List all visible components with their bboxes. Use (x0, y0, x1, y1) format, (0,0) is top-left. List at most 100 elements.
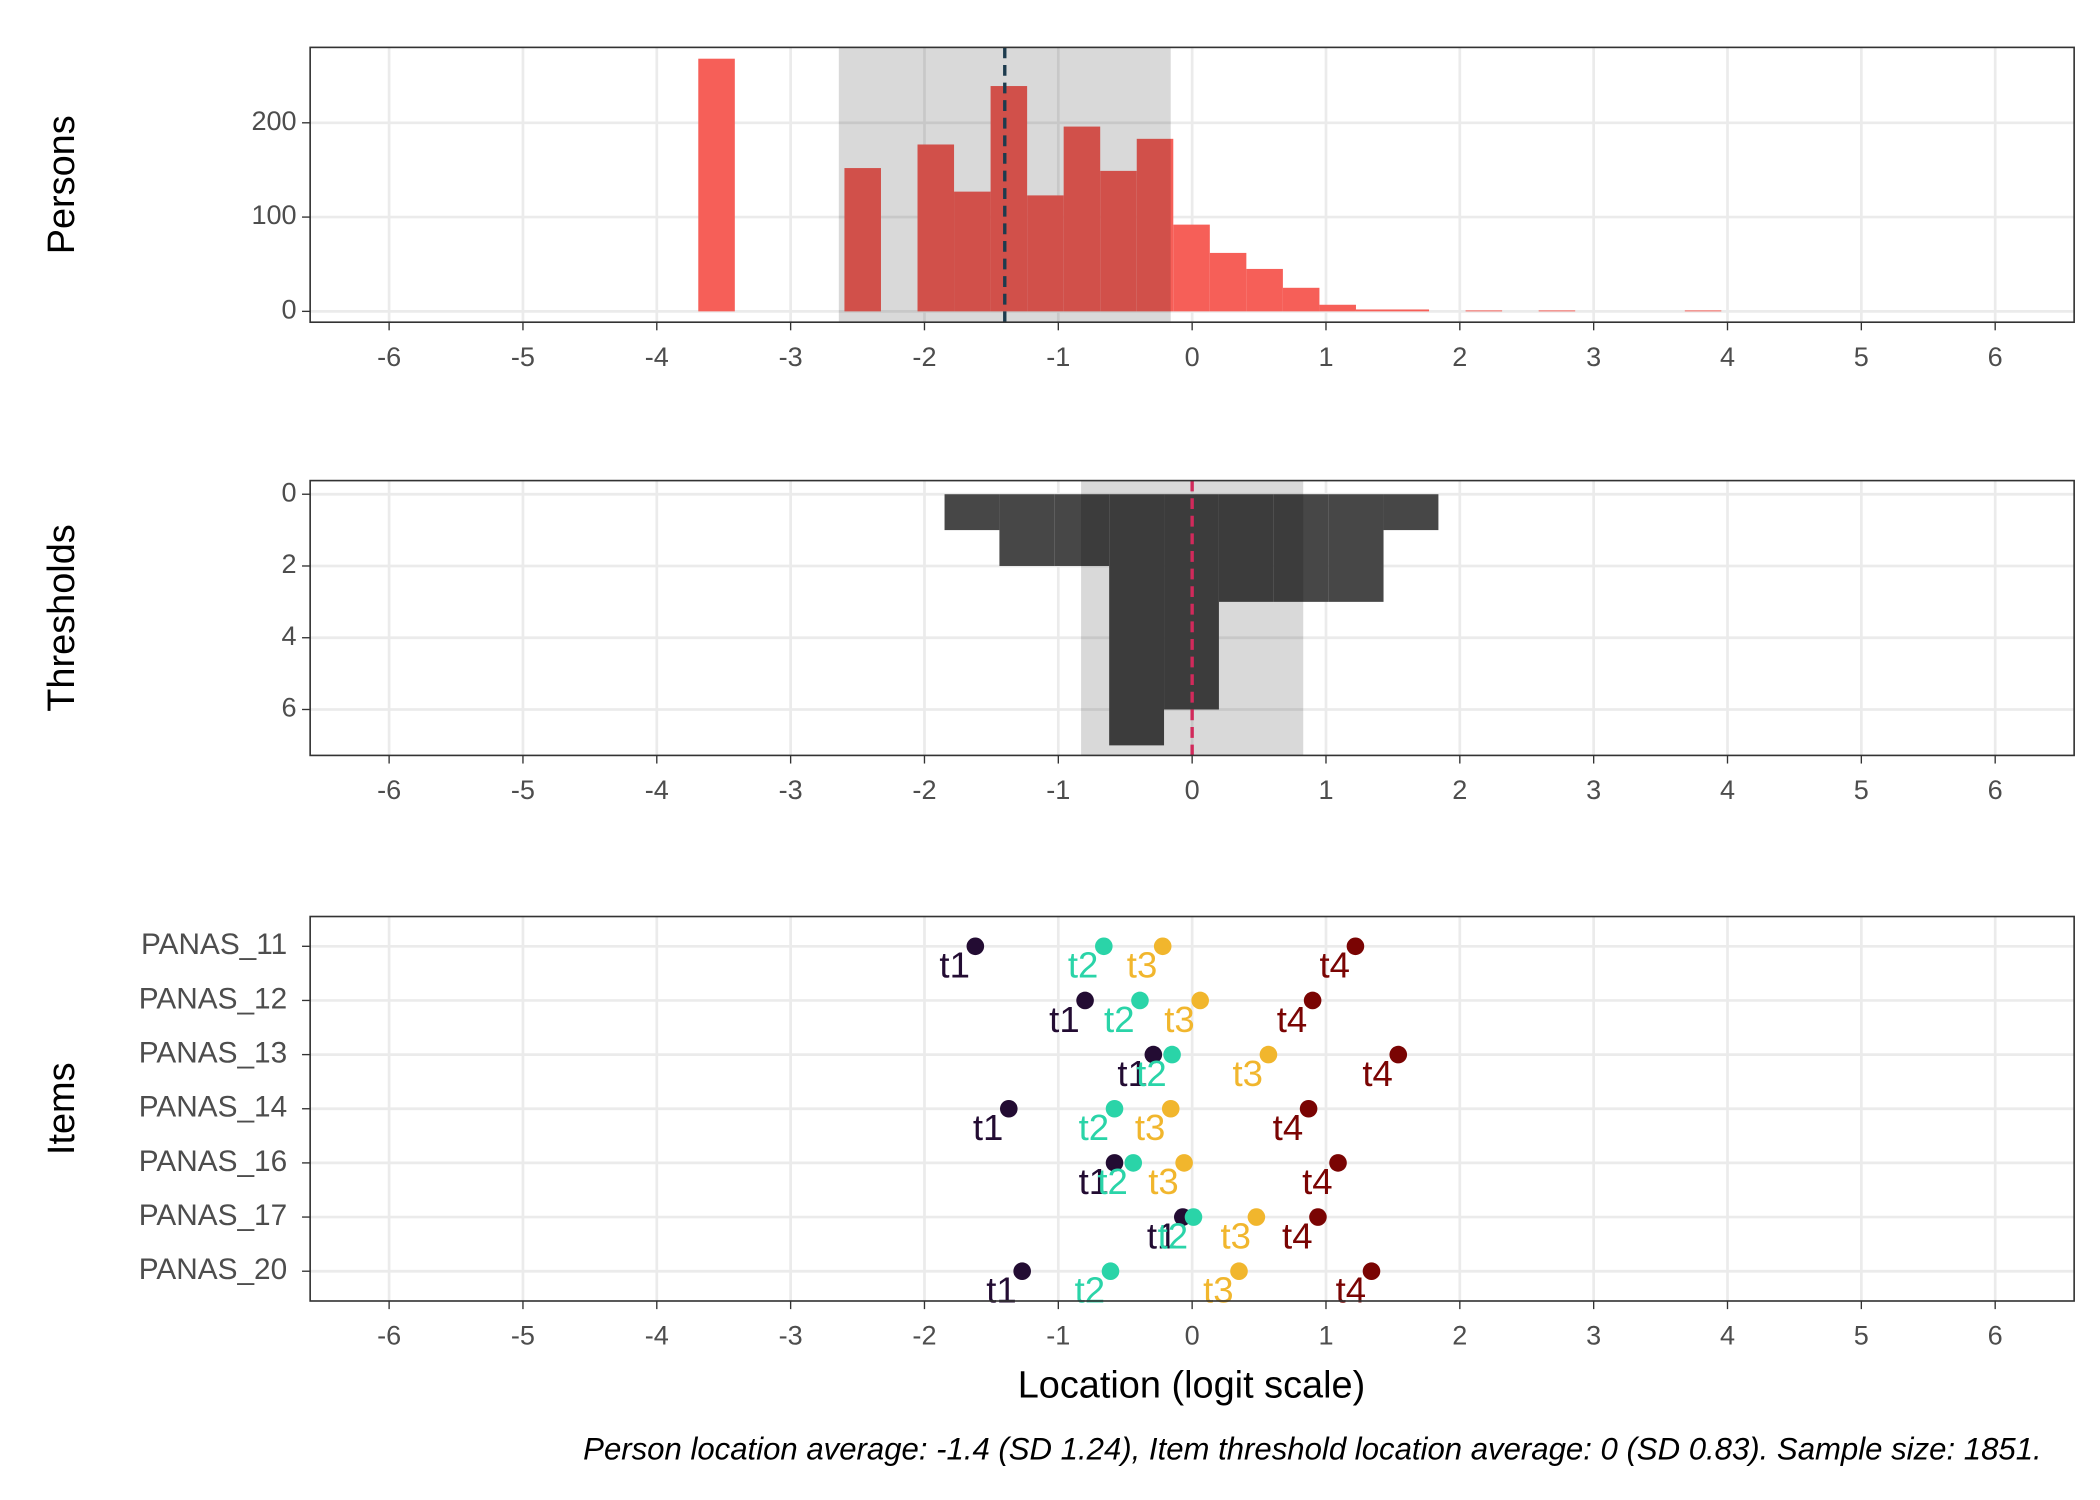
y-tick-label: PANAS_14 (139, 1091, 287, 1124)
x-tick-label: -6 (377, 774, 401, 805)
point-label: t4 (1320, 945, 1350, 986)
bar (990, 86, 1028, 312)
point-label: t1 (986, 1270, 1016, 1311)
point (1161, 1099, 1180, 1118)
bar (954, 191, 991, 312)
bar (1282, 287, 1320, 312)
point-label: t2 (1075, 1270, 1105, 1311)
bar (1054, 494, 1110, 566)
x-tick-label: -2 (912, 774, 936, 805)
point-label: t4 (1282, 1215, 1312, 1256)
bar (1465, 310, 1503, 312)
point (1105, 1154, 1124, 1172)
point (1346, 937, 1365, 956)
x-tick-label: 2 (1452, 774, 1467, 805)
bar (1218, 494, 1274, 602)
x-tick-label: 4 (1720, 341, 1735, 372)
x-tick-label: -6 (377, 1320, 401, 1351)
point (1013, 1262, 1031, 1281)
bar (1246, 268, 1283, 312)
y-axis-title: Persons (41, 115, 83, 254)
point-label: t4 (1273, 1107, 1303, 1148)
point-label: t2 (1158, 1215, 1188, 1256)
x-axis-title: Location (logit scale) (1018, 1365, 1366, 1407)
point-label: t1 (939, 945, 969, 986)
point-label: t1 (1049, 999, 1079, 1040)
x-tick-label: 5 (1854, 774, 1869, 805)
point (1101, 1262, 1120, 1281)
bar (1355, 309, 1393, 312)
point-label: t2 (1104, 999, 1134, 1040)
point-label: t3 (1203, 1270, 1233, 1311)
bar (1684, 310, 1722, 312)
caption: Person location average: -1.4 (SD 1.24),… (583, 1431, 2041, 1466)
point (1299, 1099, 1318, 1118)
point (1124, 1154, 1143, 1172)
point-label: t3 (1135, 1107, 1165, 1148)
point (1362, 1262, 1381, 1281)
y-tick-label: PANAS_11 (141, 928, 287, 961)
bar (999, 494, 1055, 566)
y-tick-label: PANAS_17 (139, 1199, 287, 1232)
bar (1328, 494, 1384, 602)
y-axis-title: Thresholds (41, 524, 83, 711)
point (1329, 1154, 1347, 1172)
point-label: t1 (1147, 1215, 1177, 1256)
point (1095, 937, 1113, 956)
point (1303, 991, 1322, 1010)
y-tick-label: 200 (251, 105, 296, 136)
x-tick-label: 2 (1452, 341, 1467, 372)
x-tick-label: -1 (1046, 774, 1070, 805)
point-label: t3 (1148, 1161, 1178, 1202)
bar (1027, 195, 1064, 312)
point (1163, 1045, 1181, 1064)
x-tick-label: 6 (1988, 341, 2003, 372)
bar (1392, 309, 1430, 312)
point (1131, 991, 1149, 1010)
y-tick-label: 6 (282, 692, 297, 723)
bar (1383, 494, 1439, 531)
point (1230, 1262, 1248, 1281)
point (966, 937, 985, 956)
x-tick-label: -1 (1046, 1320, 1070, 1351)
y-axis-title: Items (41, 1062, 83, 1155)
x-tick-label: -3 (779, 774, 803, 805)
point-label: t4 (1336, 1270, 1366, 1311)
point (1153, 937, 1172, 956)
x-tick-label: -5 (511, 1320, 535, 1351)
bar (844, 168, 881, 312)
x-tick-label: 0 (1185, 341, 1200, 372)
x-tick-label: 3 (1586, 1320, 1601, 1351)
x-tick-label: 5 (1854, 341, 1869, 372)
x-tick-label: -1 (1046, 341, 1070, 372)
bar (917, 144, 955, 312)
x-tick-label: 4 (1720, 774, 1735, 805)
point-label: t3 (1220, 1215, 1250, 1256)
point (1076, 991, 1094, 1010)
x-tick-label: 3 (1586, 341, 1601, 372)
point-label: t2 (1079, 1107, 1109, 1148)
x-tick-label: 1 (1318, 341, 1333, 372)
point (1144, 1045, 1163, 1064)
y-tick-label: PANAS_12 (139, 982, 287, 1015)
point-label: t4 (1277, 999, 1307, 1040)
x-tick-label: -4 (645, 774, 669, 805)
bar (1538, 310, 1576, 312)
point-label: t1 (1079, 1161, 1109, 1202)
x-tick-label: 5 (1854, 1320, 1869, 1351)
x-tick-label: -6 (377, 341, 401, 372)
y-tick-label: 0 (282, 294, 297, 325)
bar (1136, 138, 1174, 312)
bar (1173, 224, 1210, 312)
point-label: t3 (1164, 999, 1194, 1040)
point (1191, 991, 1209, 1010)
x-tick-label: -5 (511, 341, 535, 372)
point (1309, 1208, 1327, 1226)
point-label: t3 (1233, 1053, 1263, 1094)
point-label: t3 (1127, 945, 1157, 986)
point-label: t2 (1068, 945, 1098, 986)
bar (698, 58, 735, 312)
bar (1100, 170, 1137, 312)
x-tick-label: -4 (645, 1320, 669, 1351)
